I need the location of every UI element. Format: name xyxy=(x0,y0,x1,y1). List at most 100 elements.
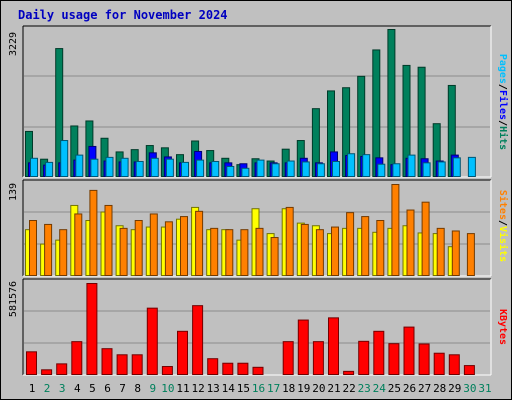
sites-bar xyxy=(89,189,98,276)
sites-bar xyxy=(315,229,324,277)
kbytes-bar xyxy=(328,317,339,375)
sites-bar xyxy=(406,209,415,277)
kbytes-bar xyxy=(433,352,445,375)
day-label: 2 xyxy=(44,382,51,395)
day-label: 24 xyxy=(373,382,387,395)
sites-bar xyxy=(29,220,37,276)
day-label: 3 xyxy=(59,382,66,395)
sites-bar xyxy=(104,204,113,277)
pages-bar xyxy=(407,154,416,178)
sites-bar xyxy=(451,230,460,276)
day-label: 31 xyxy=(478,382,491,395)
day-label: 15 xyxy=(237,382,250,395)
day-label: 27 xyxy=(418,382,431,395)
pages-bar xyxy=(392,163,401,178)
day-label: 21 xyxy=(327,382,340,395)
pages-bar xyxy=(150,157,159,177)
sites-bar xyxy=(436,227,445,277)
legend-item-pages: Pages xyxy=(497,54,508,84)
sites-bar xyxy=(391,184,400,276)
kbytes-bar xyxy=(448,354,460,375)
sites-bar xyxy=(44,223,53,277)
day-label: 9 xyxy=(149,382,156,395)
sites-bar xyxy=(466,233,475,277)
kbytes-ylabel: 581576 xyxy=(8,281,19,317)
pages-bar xyxy=(105,156,114,178)
sites-bar xyxy=(195,210,204,276)
pages-bar xyxy=(316,163,325,178)
pages-bar xyxy=(211,160,220,178)
day-label: 11 xyxy=(176,382,189,395)
kbytes-bar xyxy=(312,341,324,376)
day-label: 18 xyxy=(282,382,295,395)
legend-separator: / xyxy=(497,84,508,90)
pages-bar xyxy=(135,160,144,178)
kbytes-bar xyxy=(207,358,219,375)
day-label: 12 xyxy=(191,382,204,395)
chart-title: Daily usage for November 2024 xyxy=(18,8,228,22)
day-label: 29 xyxy=(448,382,461,395)
kbytes-bar xyxy=(237,362,249,376)
pages-bar xyxy=(271,163,280,178)
kbytes-legend: KBytes xyxy=(497,309,508,345)
kbytes-bar xyxy=(131,354,143,375)
legend-item-visits: Visits xyxy=(497,226,509,262)
sites-bar xyxy=(331,226,339,276)
sites-bar xyxy=(210,227,219,277)
pages-bar xyxy=(226,165,235,177)
hits-legend: Pages/Files/Hits xyxy=(497,54,509,150)
sites-bar xyxy=(346,212,355,276)
sites-bar xyxy=(300,223,309,277)
pages-bar xyxy=(286,160,295,178)
day-label: 8 xyxy=(134,382,141,395)
day-label: 6 xyxy=(104,382,111,395)
pages-bar xyxy=(256,159,265,177)
legend-item-hits: Hits xyxy=(497,126,509,150)
sites-bar xyxy=(119,227,128,277)
day-label: 16 xyxy=(252,382,265,395)
kbytes-bar xyxy=(403,326,415,375)
pages-bar xyxy=(362,154,371,178)
day-label: 17 xyxy=(267,382,280,395)
kbytes-bar xyxy=(116,354,128,375)
kbytes-bar xyxy=(418,343,430,375)
sites-bar xyxy=(285,206,294,276)
day-label: 25 xyxy=(388,382,401,395)
visits-legend: Sites/Visits xyxy=(497,190,509,262)
kbytes-bar xyxy=(222,362,234,376)
kbytes-bar xyxy=(358,340,370,375)
sites-bar xyxy=(376,220,385,276)
sites-bar xyxy=(270,237,279,276)
day-label: 4 xyxy=(74,382,81,395)
kbytes-bar xyxy=(252,366,264,375)
pages-bar xyxy=(332,160,340,178)
sites-bar xyxy=(421,201,430,276)
hits-ylabel: 3229 xyxy=(8,32,19,56)
kbytes-bar xyxy=(373,330,385,376)
legend-separator: / xyxy=(497,120,508,126)
sites-bar xyxy=(255,227,264,277)
sites-bar xyxy=(164,221,173,276)
sites-bar xyxy=(361,216,370,276)
hits-bar xyxy=(387,29,396,177)
legend-item-kbytes: KBytes xyxy=(497,309,508,345)
day-label: 28 xyxy=(433,382,446,395)
kbytes-bar xyxy=(56,363,68,376)
sites-bar xyxy=(180,216,188,276)
pages-bar xyxy=(422,162,431,177)
day-label: 19 xyxy=(297,382,310,395)
day-label: 10 xyxy=(161,382,174,395)
pages-bar xyxy=(196,159,205,177)
pages-bar xyxy=(347,153,356,177)
day-label: 26 xyxy=(403,382,416,395)
pages-bar xyxy=(377,163,386,177)
day-label: 14 xyxy=(222,382,236,395)
kbytes-bar xyxy=(26,351,37,375)
kbytes-bar xyxy=(41,369,53,375)
kbytes-bar xyxy=(282,341,294,376)
sites-bar xyxy=(149,213,158,277)
day-label: 1 xyxy=(29,382,36,395)
legend-separator: / xyxy=(497,220,508,226)
pages-bar xyxy=(60,140,69,178)
pages-bar xyxy=(181,161,189,177)
